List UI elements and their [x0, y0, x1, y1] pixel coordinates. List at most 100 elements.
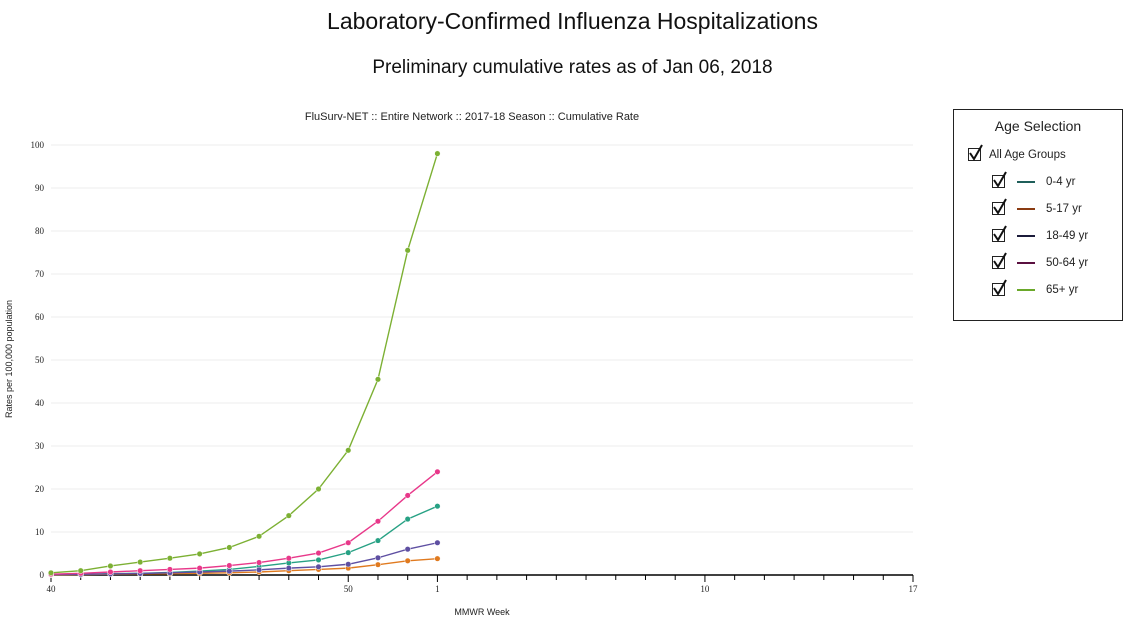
data-point[interactable] — [315, 550, 322, 557]
page-title: Laboratory-Confirmed Influenza Hospitali… — [327, 8, 818, 34]
legend-item-5-17[interactable]: 5-17 yr — [992, 198, 1082, 215]
data-point[interactable] — [345, 447, 352, 454]
data-point[interactable] — [47, 569, 55, 576]
data-point[interactable] — [434, 468, 441, 475]
y-tick-label: 100 — [31, 140, 45, 150]
data-point[interactable] — [256, 533, 263, 540]
y-tick-label: 60 — [35, 312, 45, 322]
series-line-18-49-yr — [50, 542, 438, 576]
y-tick-label: 50 — [35, 355, 45, 365]
y-tick-label: 30 — [35, 441, 45, 451]
data-point[interactable] — [434, 555, 441, 562]
y-tick-label: 80 — [35, 226, 45, 236]
checkmark-icon — [969, 144, 983, 161]
data-point[interactable] — [434, 539, 441, 546]
series-line-65-yr — [50, 153, 439, 574]
x-tick-label: 17 — [909, 584, 919, 594]
checkbox-65-plus[interactable] — [992, 279, 1007, 296]
checkbox-all-age-groups[interactable] — [968, 144, 983, 161]
checkbox-5-17[interactable] — [992, 198, 1007, 215]
legend-label-50-64: 50-64 yr — [1046, 256, 1089, 269]
data-point[interactable] — [196, 565, 203, 572]
legend-all-label: All Age Groups — [989, 148, 1066, 161]
data-point[interactable] — [137, 567, 144, 574]
x-axis: 40 50 1 10 17 — [47, 574, 919, 594]
data-point[interactable] — [256, 566, 263, 573]
legend-all-age-groups[interactable]: All Age Groups — [968, 144, 1066, 161]
legend-label-18-49: 18-49 yr — [1046, 229, 1089, 242]
data-point[interactable] — [404, 247, 411, 254]
page-subtitle: Preliminary cumulative rates as of Jan 0… — [372, 57, 773, 78]
data-point[interactable] — [374, 554, 382, 561]
data-point[interactable] — [226, 562, 233, 569]
data-point[interactable] — [196, 550, 203, 557]
series-layer — [47, 150, 441, 578]
data-point[interactable] — [226, 568, 233, 575]
series-line-50-64-yr — [50, 471, 438, 575]
checkbox-0-4[interactable] — [992, 171, 1007, 188]
y-tick-label: 90 — [35, 183, 45, 193]
data-point[interactable] — [166, 566, 173, 573]
data-point[interactable] — [374, 518, 382, 525]
data-point[interactable] — [434, 503, 441, 510]
legend-line-18-49 — [1017, 234, 1035, 237]
data-point[interactable] — [434, 150, 441, 157]
data-point[interactable] — [285, 555, 292, 562]
data-point[interactable] — [345, 549, 352, 556]
data-point[interactable] — [77, 567, 84, 574]
legend-label-65-plus: 65+ yr — [1046, 283, 1079, 296]
data-point[interactable] — [166, 555, 173, 562]
x-tick-label: 40 — [47, 584, 57, 594]
y-tick-label: 10 — [35, 527, 45, 537]
checkbox-18-49[interactable] — [992, 225, 1007, 242]
legend-item-50-64[interactable]: 50-64 yr — [992, 252, 1089, 269]
chart-title: FluSurv-NET :: Entire Network :: 2017-18… — [305, 111, 639, 123]
age-selection-legend: Age Selection All Age Groups 0-4 yr 5-17… — [953, 109, 1123, 321]
legend-item-65-plus[interactable]: 65+ yr — [992, 279, 1079, 296]
y-tick-label: 0 — [40, 570, 45, 580]
data-point[interactable] — [345, 539, 352, 546]
data-point[interactable] — [107, 562, 114, 570]
checkmark-icon — [993, 225, 1007, 242]
y-axis: 0 10 20 30 40 50 60 70 80 90 100 — [31, 140, 45, 580]
checkmark-icon — [993, 279, 1007, 296]
data-point[interactable] — [374, 537, 382, 544]
data-point[interactable] — [404, 557, 411, 564]
data-point[interactable] — [374, 376, 382, 383]
x-tick-label: 1 — [435, 584, 440, 594]
data-point[interactable] — [315, 556, 322, 564]
data-point[interactable] — [315, 485, 322, 493]
data-point[interactable] — [404, 516, 411, 523]
legend-label-0-4: 0-4 yr — [1046, 175, 1076, 188]
data-point[interactable] — [374, 561, 382, 568]
data-point[interactable] — [137, 559, 144, 566]
legend-line-5-17 — [1017, 207, 1035, 210]
y-tick-label: 20 — [35, 484, 45, 494]
legend-line-65-plus — [1017, 288, 1035, 291]
legend-title: Age Selection — [994, 118, 1082, 134]
data-point[interactable] — [315, 563, 322, 570]
data-point[interactable] — [256, 559, 263, 566]
data-point[interactable] — [285, 512, 292, 519]
data-point[interactable] — [345, 561, 352, 568]
legend-item-18-49[interactable]: 18-49 yr — [992, 225, 1089, 242]
y-tick-label: 70 — [35, 269, 45, 279]
checkmark-icon — [993, 198, 1007, 215]
legend-item-0-4[interactable]: 0-4 yr — [992, 171, 1076, 188]
data-point[interactable] — [107, 568, 114, 576]
y-axis-label: Rates per 100,000 population — [4, 300, 14, 418]
checkbox-50-64[interactable] — [992, 252, 1007, 269]
gridlines — [51, 144, 913, 533]
data-point[interactable] — [404, 546, 411, 553]
legend-line-50-64 — [1017, 261, 1035, 264]
checkmark-icon — [993, 252, 1007, 269]
data-point[interactable] — [226, 544, 233, 551]
y-tick-label: 40 — [35, 398, 45, 408]
data-point[interactable] — [285, 565, 292, 572]
data-point[interactable] — [404, 492, 411, 499]
x-tick-label: 10 — [700, 584, 710, 594]
legend-line-0-4 — [1017, 180, 1035, 183]
x-axis-label: MMWR Week — [454, 607, 510, 617]
x-tick-label: 50 — [344, 584, 354, 594]
